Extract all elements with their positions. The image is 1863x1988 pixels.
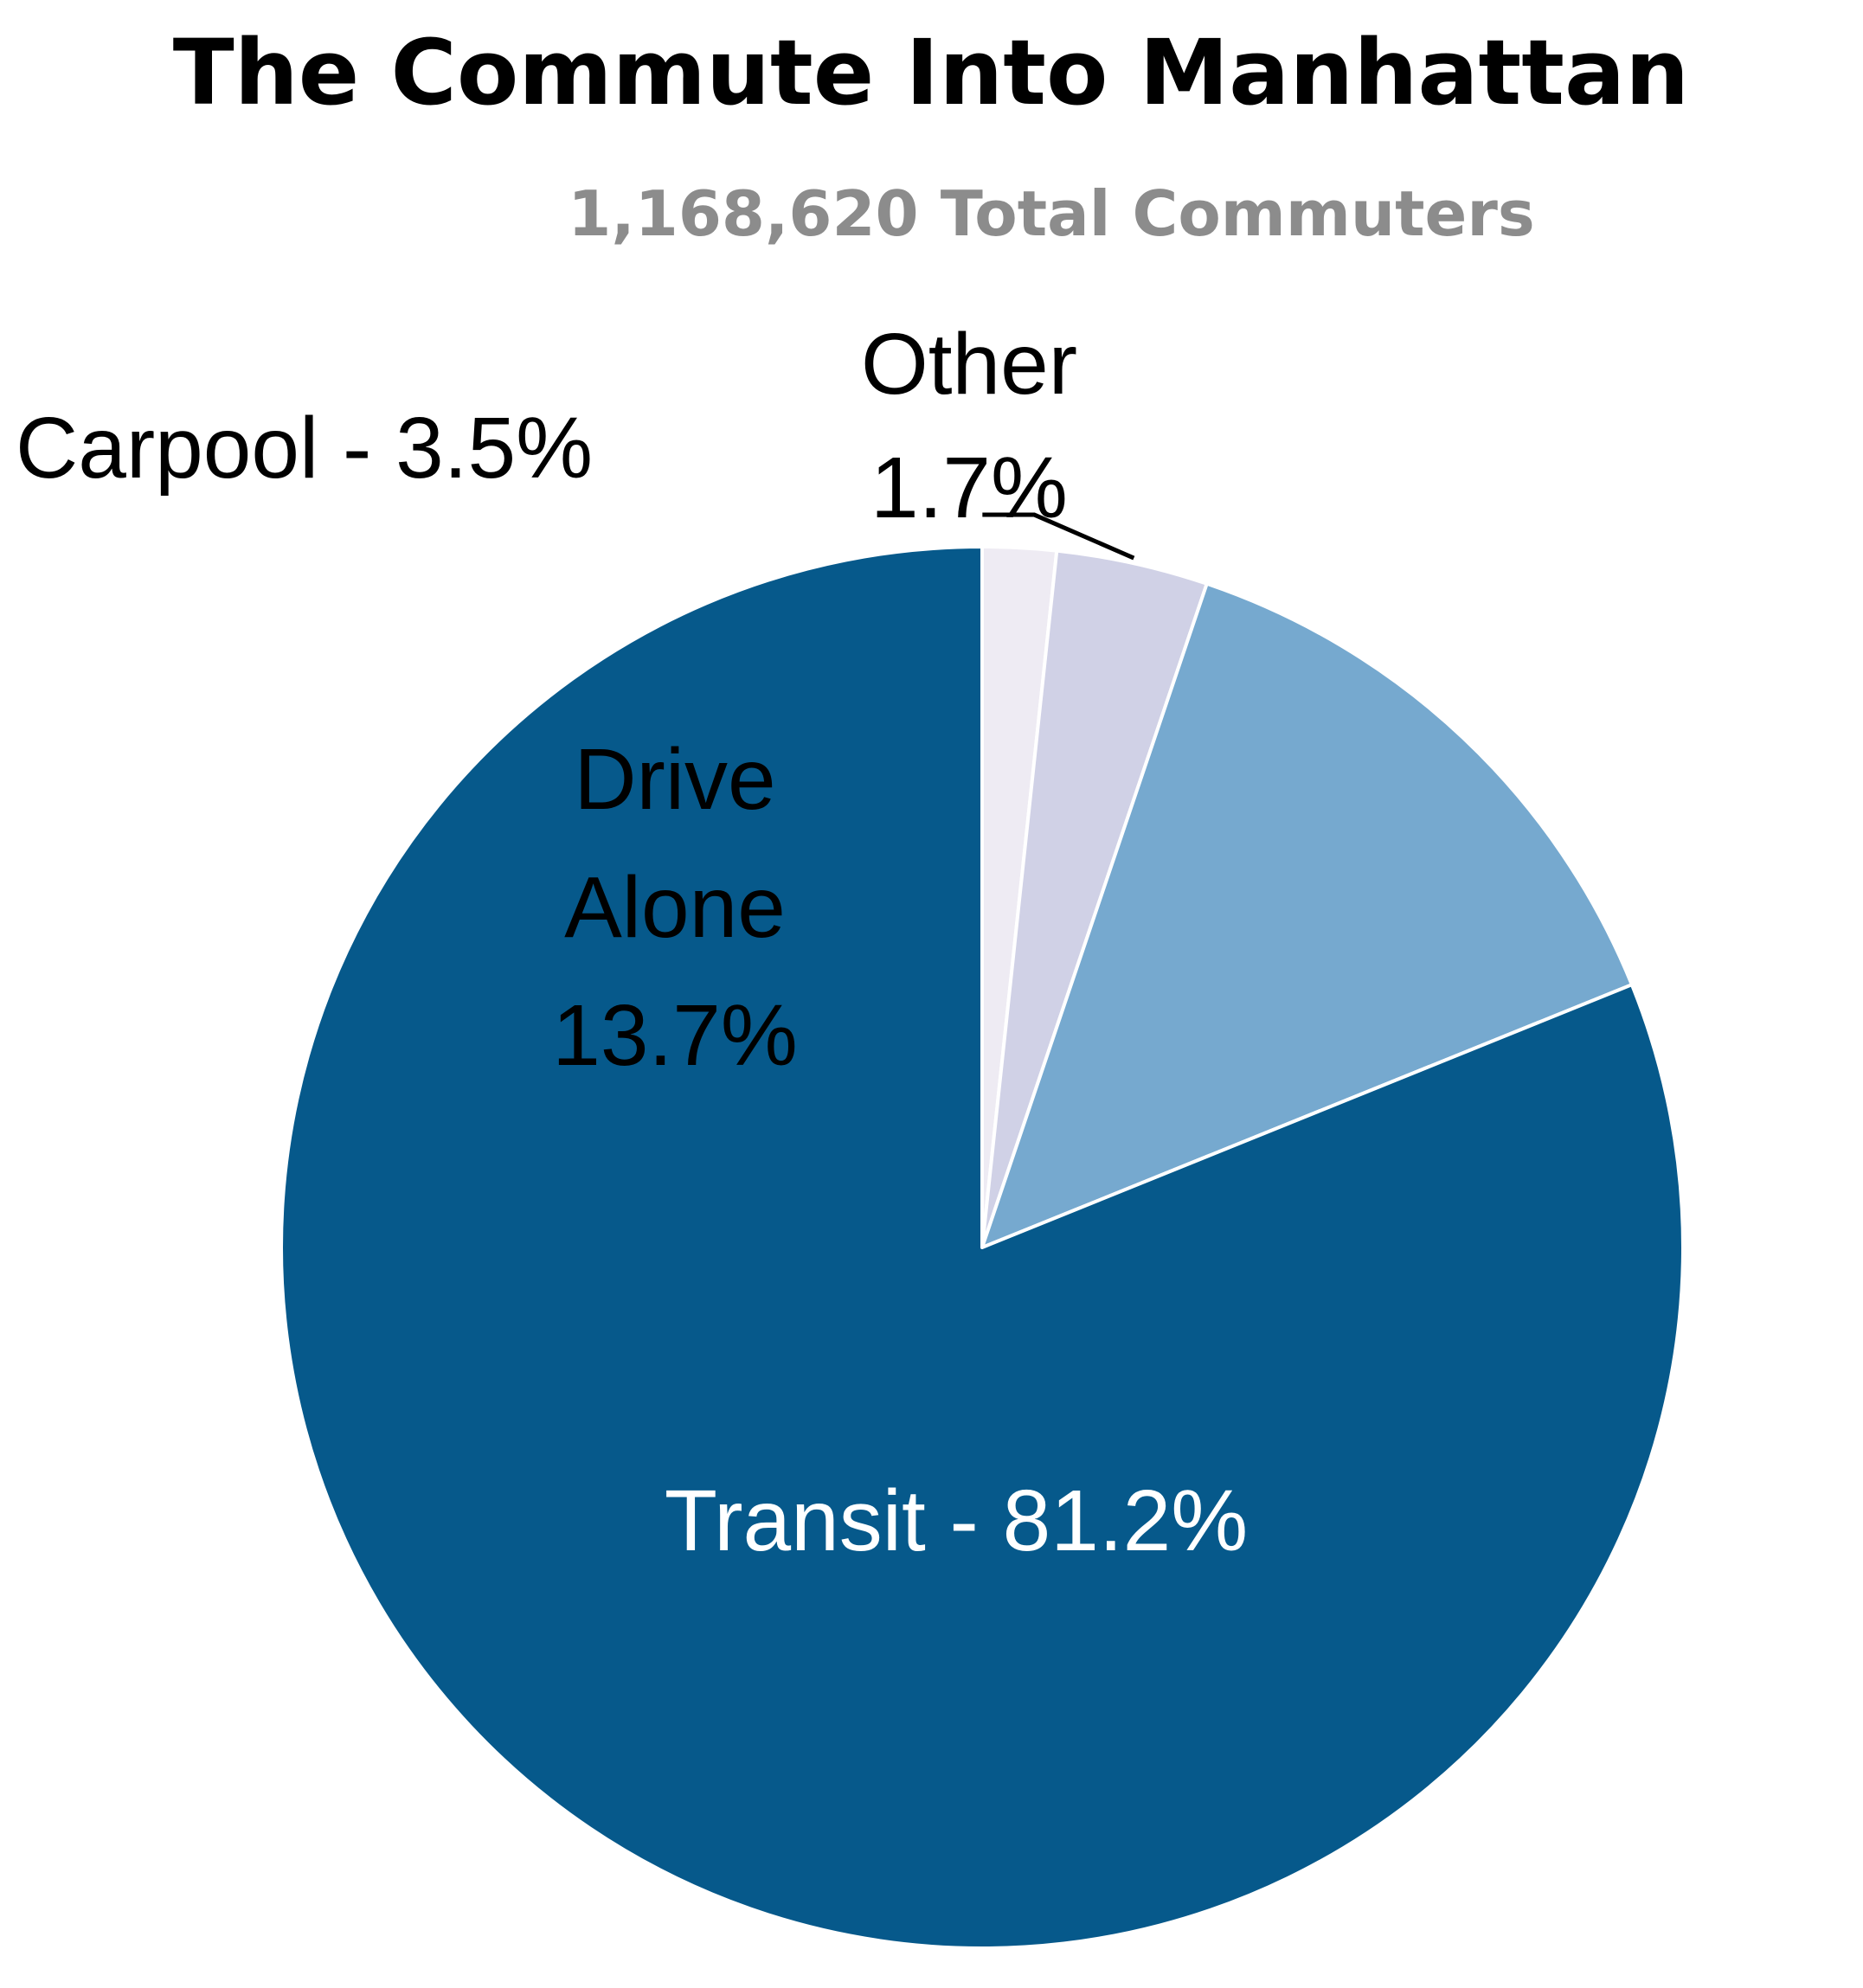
slice-label-line: Alone [564, 859, 786, 956]
pie-slice-drive-alone [980, 581, 1634, 1249]
chart-subtitle: 1,168,620 Total Commuters [568, 177, 1534, 250]
slice-label-line: 13.7% [552, 987, 798, 1084]
carpool-leader-line [982, 512, 1135, 561]
slice-label-carpool: Carpool - 3.5% [16, 400, 593, 497]
slice-label-line: 1.7% [870, 439, 1068, 536]
slice-label-line: Transit - 81.2% [665, 1472, 1248, 1569]
slice-label-other: Other 1.7% [861, 316, 1077, 536]
pie-slice-transit [279, 545, 1685, 1950]
slice-label-transit: Transit - 81.2% [665, 1472, 1248, 1569]
slice-label-line: Other [861, 316, 1077, 413]
slice-label-drive-alone: Drive Alone 13.7% [552, 731, 798, 1084]
slice-labels: Transit - 81.2% Drive Alone 13.7% Carpool - … [16, 316, 1248, 1569]
chart-title: The Commute Into Manhattan [173, 20, 1689, 125]
slice-label-line: Carpool - 3.5% [16, 400, 593, 497]
slice-label-line: Drive [574, 731, 775, 828]
pie-slices [279, 545, 1685, 1950]
